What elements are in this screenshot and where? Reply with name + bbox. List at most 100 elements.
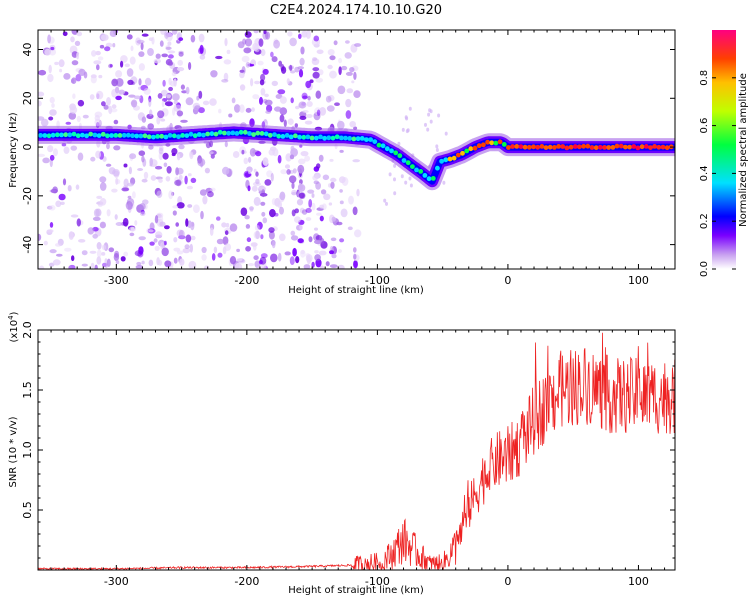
noise-speckle	[393, 177, 396, 182]
noise-speckle	[252, 42, 259, 52]
noise-speckle	[209, 98, 217, 106]
noise-speckle	[70, 214, 79, 218]
noise-speckle	[38, 100, 42, 107]
noise-speckle	[228, 113, 233, 118]
noise-speckle	[46, 229, 54, 233]
noise-speckle	[184, 244, 190, 250]
noise-speckle	[326, 105, 335, 112]
trace-blob	[506, 145, 511, 150]
trace-blob	[468, 146, 474, 152]
noise-speckle	[166, 166, 172, 174]
trace-blob	[368, 137, 373, 143]
noise-speckle	[99, 221, 106, 229]
noise-speckle	[87, 227, 95, 235]
noise-speckle	[167, 54, 174, 59]
noise-speckle	[178, 37, 184, 41]
noise-speckle	[298, 158, 306, 165]
noise-speckle	[338, 249, 342, 253]
x-tick-label: 0	[504, 274, 511, 287]
snr-ticks: -300 -200 -100 0 100 0.5 1.0 1.5 2.0	[21, 321, 675, 588]
noise-speckle	[271, 240, 276, 249]
noise-speckle	[129, 56, 136, 65]
noise-speckle	[221, 222, 227, 228]
trace-blob	[656, 144, 662, 150]
noise-speckle	[153, 58, 161, 64]
noise-speckle	[176, 110, 184, 117]
noise-speckle	[135, 37, 141, 46]
noise-speckle	[289, 175, 297, 184]
noise-speckle	[291, 191, 298, 195]
noise-speckle	[187, 173, 192, 177]
trace-blob	[59, 132, 64, 138]
x-tick-label: 100	[628, 575, 649, 588]
y-tick-label: 20	[21, 91, 34, 105]
noise-speckle	[356, 188, 360, 197]
noise-speckle	[225, 222, 230, 228]
figure-title: C2E4.2024.174.10.10.G20	[270, 3, 442, 18]
noise-speckle	[43, 240, 48, 246]
noise-speckle	[171, 148, 178, 155]
noise-speckle	[127, 182, 134, 187]
noise-speckle	[337, 120, 345, 130]
noise-speckle	[115, 222, 124, 226]
trace-blob	[201, 132, 206, 138]
trace-blob	[50, 132, 56, 138]
noise-speckle	[49, 222, 54, 228]
trace-blob	[355, 136, 361, 142]
noise-speckle	[244, 215, 250, 220]
noise-speckle	[313, 35, 320, 42]
noise-speckle	[224, 38, 228, 47]
noise-speckle	[154, 215, 159, 224]
snr-panel: -300 -200 -100 0 100 0.5 1.0 1.5 2.0 Height of s…	[7, 311, 676, 596]
trace-blob	[631, 144, 637, 149]
noise-speckle	[209, 227, 214, 236]
noise-speckle	[264, 99, 273, 106]
noise-speckle	[115, 78, 124, 87]
noise-speckle	[285, 153, 292, 162]
noise-speckle	[161, 247, 169, 257]
noise-speckle	[279, 96, 287, 104]
noise-speckle	[38, 265, 45, 269]
noise-speckle	[153, 238, 158, 243]
noise-speckle	[164, 225, 170, 230]
trace-blob	[443, 157, 449, 163]
noise-speckle	[251, 185, 258, 192]
trace-blob	[439, 158, 444, 164]
noise-speckle	[163, 240, 167, 246]
noise-speckle	[346, 88, 354, 94]
noise-speckle	[178, 235, 186, 240]
trace-blob	[142, 133, 148, 139]
trace-blob	[664, 145, 670, 151]
noise-speckle	[53, 148, 58, 157]
noise-speckle	[185, 97, 194, 106]
trace-blob	[42, 133, 48, 138]
noise-speckle	[204, 167, 210, 174]
noise-speckle	[279, 233, 286, 242]
noise-speckle	[224, 243, 232, 251]
noise-speckle	[216, 216, 221, 221]
noise-speckle	[151, 36, 155, 45]
noise-speckle	[138, 150, 146, 156]
noise-speckle	[312, 57, 318, 62]
noise-speckle	[55, 243, 62, 247]
noise-speckle	[286, 78, 290, 85]
noise-speckle	[330, 177, 337, 183]
noise-speckle	[62, 178, 67, 186]
noise-speckle	[442, 180, 446, 185]
noise-speckle	[316, 212, 322, 216]
noise-speckle	[345, 71, 353, 76]
noise-speckle	[299, 115, 307, 120]
noise-speckle	[229, 223, 238, 232]
noise-speckle	[134, 220, 138, 226]
noise-speckle	[221, 79, 229, 83]
trace-blob	[593, 145, 599, 151]
noise-speckle	[178, 51, 184, 57]
noise-speckle	[90, 156, 96, 162]
noise-speckle	[294, 123, 298, 128]
noise-speckle	[161, 100, 165, 108]
trace-blob	[435, 165, 440, 171]
noise-speckle	[334, 102, 340, 106]
trace-blob	[610, 145, 616, 150]
noise-speckle	[81, 263, 88, 267]
noise-speckle	[115, 95, 122, 101]
